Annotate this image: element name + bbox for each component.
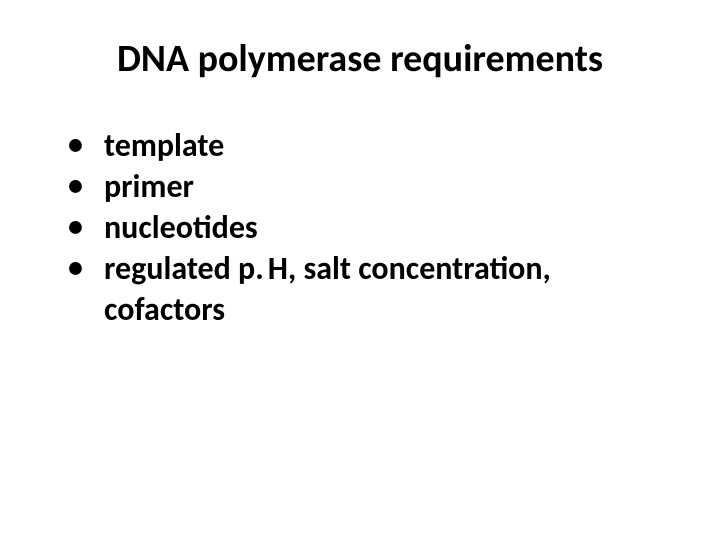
- list-item: nucleotides: [68, 208, 660, 249]
- list-item: template: [68, 126, 660, 167]
- list-item: regulated p. H, salt concentration, cofa…: [68, 249, 660, 331]
- bullet-list: template primer nucleotides regulated p.…: [60, 126, 660, 331]
- list-item: primer: [68, 167, 660, 208]
- slide-title: DNA polymerase requirements: [60, 36, 660, 82]
